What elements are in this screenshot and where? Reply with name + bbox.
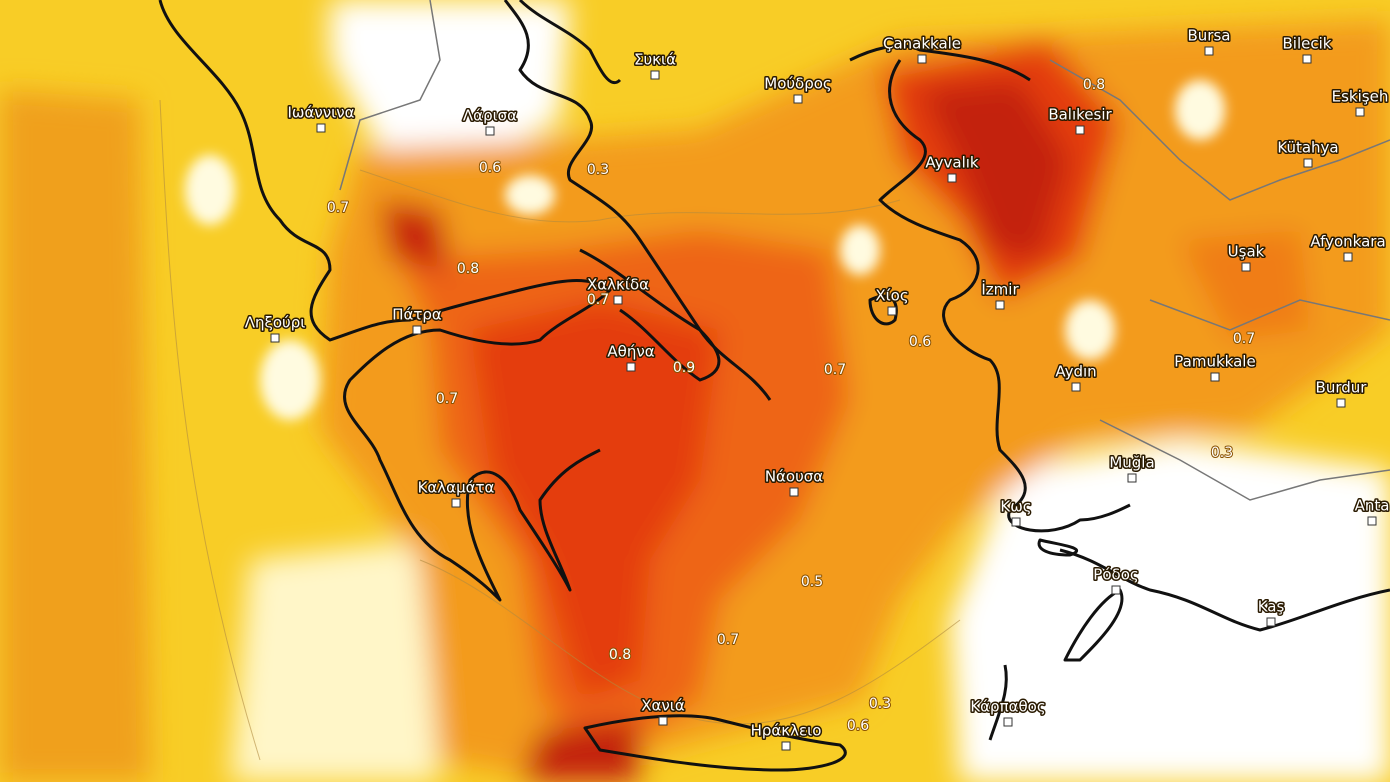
city-marker bbox=[1336, 398, 1346, 408]
city-label: Νάουσα bbox=[765, 468, 823, 486]
coastlines bbox=[158, 0, 1390, 772]
city-marker bbox=[316, 123, 326, 133]
city-marker bbox=[626, 362, 636, 372]
contour-label: 0.5 bbox=[801, 574, 823, 590]
city-label: Λάρισα bbox=[463, 107, 517, 125]
city-marker bbox=[1075, 125, 1085, 135]
city-marker bbox=[658, 716, 668, 726]
contour-label: 0.7 bbox=[436, 391, 458, 407]
city-label: Χανιά bbox=[641, 697, 685, 715]
city-marker bbox=[947, 173, 957, 183]
contour-label: 0.6 bbox=[909, 334, 931, 350]
city-marker bbox=[917, 54, 927, 64]
city-label: Uşak bbox=[1228, 243, 1265, 261]
city-marker bbox=[1367, 516, 1377, 526]
city-marker bbox=[1210, 372, 1220, 382]
city-label: Burdur bbox=[1316, 379, 1368, 397]
contour-label: 0.3 bbox=[587, 162, 609, 178]
contour-label: 0.7 bbox=[824, 362, 846, 378]
city-marker bbox=[412, 325, 422, 335]
city-marker bbox=[1011, 517, 1021, 527]
city-marker bbox=[451, 498, 461, 508]
city-label: Balıkesir bbox=[1048, 106, 1112, 124]
city-marker bbox=[1302, 54, 1312, 64]
contour-label: 0.6 bbox=[847, 718, 869, 734]
contour-label: 0.8 bbox=[1083, 77, 1105, 93]
city-marker bbox=[270, 333, 280, 343]
borders bbox=[339, 0, 1390, 501]
city-marker bbox=[650, 70, 660, 80]
city-label: Ιωάννινα bbox=[288, 104, 355, 122]
city-label: Anta bbox=[1355, 497, 1390, 515]
city-marker bbox=[1071, 382, 1081, 392]
contour-label: 0.6 bbox=[479, 160, 501, 176]
city-label: Συκιά bbox=[634, 51, 676, 69]
city-label: Αθήνα bbox=[607, 343, 654, 361]
city-label: Ληξούρι bbox=[245, 314, 306, 332]
city-label: Pamukkale bbox=[1174, 353, 1255, 371]
contour-label: 0.7 bbox=[1233, 331, 1255, 347]
city-marker bbox=[1343, 252, 1353, 262]
city-marker bbox=[1204, 46, 1214, 56]
city-label: Καλαμάτα bbox=[418, 479, 495, 497]
city-label: Çanakkale bbox=[883, 35, 961, 53]
city-marker bbox=[1127, 473, 1137, 483]
city-marker bbox=[1003, 717, 1013, 727]
city-label: Afyonkara bbox=[1310, 233, 1385, 251]
contour-label: 0.7 bbox=[717, 632, 739, 648]
city-marker bbox=[887, 306, 897, 316]
city-label: Muğla bbox=[1109, 454, 1154, 472]
city-marker bbox=[995, 300, 1005, 310]
city-label: Κως bbox=[1000, 498, 1031, 516]
city-label: Bursa bbox=[1188, 27, 1231, 45]
contour-label: 0.3 bbox=[1211, 445, 1233, 461]
contour-label: 0.3 bbox=[869, 696, 891, 712]
city-marker bbox=[781, 741, 791, 751]
labels: 0.6 0.30.80.70.80.70.9 0.70.60.70.70.30.50… bbox=[243, 25, 1390, 751]
contour-label: 0.9 bbox=[673, 360, 695, 376]
city-marker bbox=[1303, 158, 1313, 168]
city-label: Χαλκίδα bbox=[587, 276, 649, 294]
city-label: Aydın bbox=[1055, 363, 1096, 381]
city-label: Χίος bbox=[875, 287, 908, 305]
city-label: Μούδρος bbox=[764, 75, 831, 93]
city-label: Κάρπαθος bbox=[970, 698, 1045, 716]
contour-label: 0.7 bbox=[327, 200, 349, 216]
city-marker bbox=[1241, 262, 1251, 272]
city-label: İzmir bbox=[981, 280, 1019, 299]
city-label: Ηράκλειο bbox=[751, 722, 822, 740]
contour-label: 0.8 bbox=[457, 261, 479, 277]
city-label: Πάτρα bbox=[392, 306, 442, 324]
city-marker bbox=[613, 295, 623, 305]
city-label: Eskişeh bbox=[1332, 88, 1389, 106]
city-label: Ρόδος bbox=[1093, 566, 1138, 584]
city-marker bbox=[793, 94, 803, 104]
city-marker bbox=[1111, 585, 1121, 595]
contour-label: 0.7 bbox=[587, 292, 609, 308]
city-marker bbox=[1355, 107, 1365, 117]
city-marker bbox=[789, 487, 799, 497]
city-label: Ayvalık bbox=[925, 154, 979, 172]
contour-label: 0.8 bbox=[609, 647, 631, 663]
city-label: Kütahya bbox=[1277, 139, 1338, 157]
city-label: Kaş bbox=[1258, 598, 1285, 616]
city-label: Bilecik bbox=[1283, 35, 1332, 53]
city-marker bbox=[1266, 617, 1276, 627]
city-marker bbox=[485, 126, 495, 136]
